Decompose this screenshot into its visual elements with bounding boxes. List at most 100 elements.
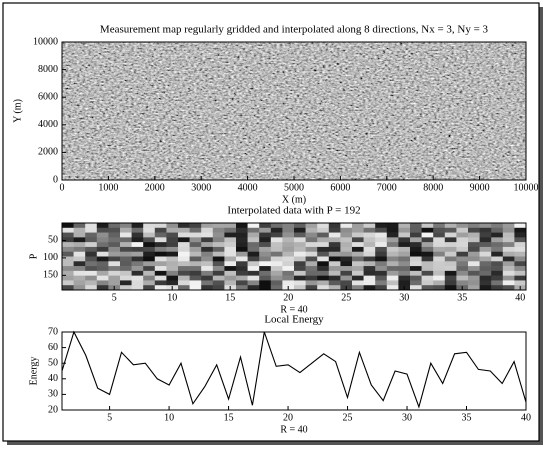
image-cell [305, 266, 318, 272]
image-cell [444, 285, 457, 291]
image-cell [352, 232, 364, 238]
image-cell [410, 242, 422, 248]
image-cell [108, 266, 121, 272]
image-cell [189, 256, 202, 262]
image-cell [468, 223, 480, 229]
image-cell [433, 275, 446, 281]
image-cell [433, 285, 446, 291]
image-cell [212, 251, 225, 257]
image-cell [108, 232, 121, 238]
image-cell [224, 223, 237, 229]
image-cell [363, 237, 376, 243]
image-cell [131, 242, 144, 248]
image-cell [491, 280, 504, 286]
image-cell [444, 266, 457, 272]
image-cell [410, 270, 422, 276]
image-cell [444, 242, 457, 248]
image-cell [514, 261, 527, 267]
image-cell [189, 232, 202, 238]
image-cell [479, 223, 492, 229]
image-cell [317, 232, 330, 238]
x-tick-label: 35 [462, 412, 472, 423]
image-cell [270, 275, 283, 281]
image-cell [502, 223, 515, 229]
image-cell [189, 261, 202, 267]
x-tick-label: 5000 [284, 182, 304, 193]
image-cell [73, 237, 86, 243]
y-tick-label: 100 [43, 252, 58, 263]
image-cell [270, 246, 283, 253]
image-cell [259, 270, 272, 276]
image-cell [491, 261, 504, 267]
image-cell [468, 280, 480, 286]
image-cell [363, 251, 376, 257]
image-cell [433, 280, 446, 286]
image-cell [270, 270, 283, 276]
image-cell [236, 285, 248, 291]
image-cell [247, 256, 260, 262]
image-cell [236, 232, 248, 238]
image-cell [479, 285, 492, 291]
image-cell [270, 232, 283, 238]
image-cell [282, 256, 295, 262]
image-cell [212, 242, 225, 248]
image-cell [224, 256, 237, 262]
image-cell [178, 266, 190, 272]
image-cell [456, 223, 469, 229]
image-cell [375, 246, 388, 253]
image-cell [224, 246, 237, 253]
image-cell [96, 256, 109, 262]
image-cell [178, 237, 190, 243]
image-cell [305, 261, 318, 267]
image-cell [375, 266, 388, 272]
y-tick-label: 50 [48, 357, 58, 368]
y-axis-label: Y (m) [12, 99, 23, 123]
image-cell [247, 242, 260, 248]
x-axis-label: X (m) [282, 194, 306, 205]
image-cell [166, 270, 179, 276]
image-cell [178, 242, 190, 248]
chart-title: Measurement map regularly gridded and in… [100, 24, 489, 36]
y-tick-label: 0 [53, 174, 58, 185]
image-cell [468, 232, 480, 238]
image-cell [73, 270, 86, 276]
image-cell [328, 275, 341, 281]
image-cell [328, 246, 341, 253]
image-cell [212, 285, 225, 291]
image-cell [410, 237, 422, 243]
image-cell [224, 275, 237, 281]
image-cell [386, 256, 399, 262]
image-cell [398, 266, 411, 272]
image-cell [143, 261, 156, 267]
image-cell [363, 242, 376, 248]
image-cell [328, 251, 341, 257]
image-cell [456, 280, 469, 286]
image-cell [85, 280, 98, 286]
image-cell [270, 256, 283, 262]
image-cell [352, 275, 364, 281]
image-cell [433, 251, 446, 257]
image-cell [85, 275, 98, 281]
image-cell [85, 270, 98, 276]
image-cell [62, 242, 74, 248]
image-cell [236, 256, 248, 262]
image-cell [294, 251, 306, 257]
image-cell [328, 256, 341, 262]
x-tick-label: 10000 [514, 182, 539, 193]
image-cell [131, 280, 144, 286]
image-cell [282, 275, 295, 281]
image-cell [468, 237, 480, 243]
image-cell [375, 237, 388, 243]
image-cell [421, 246, 434, 253]
image-cell [491, 285, 504, 291]
x-tick-label: 2000 [145, 182, 165, 193]
image-cell [282, 223, 295, 229]
image-cell [433, 270, 446, 276]
y-tick-label: 70 [48, 326, 58, 337]
image-cell [305, 223, 318, 229]
image-cell [73, 232, 86, 238]
image-cell [120, 285, 132, 291]
image-cell [120, 232, 132, 238]
image-cell [201, 223, 214, 229]
